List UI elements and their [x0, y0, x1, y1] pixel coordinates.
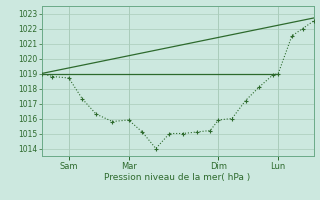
X-axis label: Pression niveau de la mer( hPa ): Pression niveau de la mer( hPa )	[104, 173, 251, 182]
